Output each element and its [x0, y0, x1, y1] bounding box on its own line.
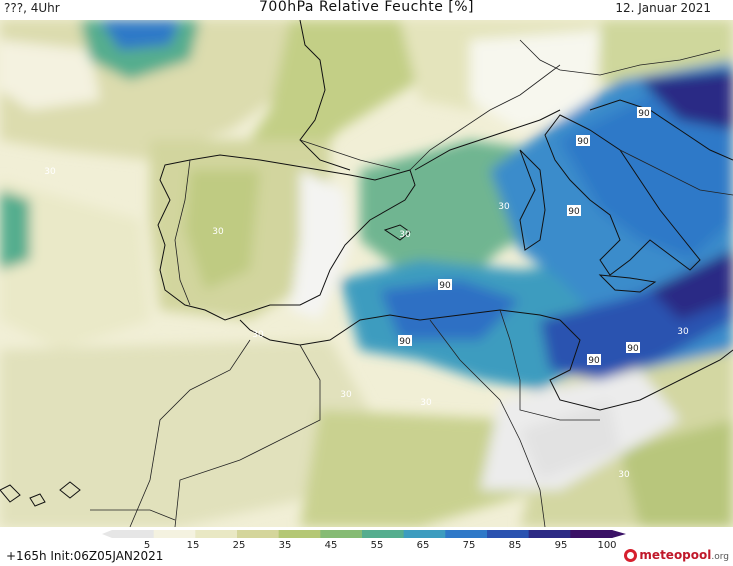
date-label: 12. Januar 2021 — [615, 1, 711, 15]
svg-text:30: 30 — [677, 327, 689, 337]
colorbar-tick-label: 65 — [417, 540, 430, 549]
contour-label-90: 90 — [587, 354, 601, 366]
svg-text:90: 90 — [568, 207, 580, 217]
svg-text:30: 30 — [252, 330, 264, 340]
contour-label-30: 30 — [677, 327, 689, 337]
colorbar-tick-label: 5 — [144, 540, 150, 549]
svg-text:30: 30 — [399, 230, 411, 240]
colorbar-segment — [528, 530, 571, 538]
valid-time-label: ???, 4Uhr — [4, 1, 60, 15]
svg-text:30: 30 — [340, 390, 352, 400]
colorbar: 5 15 25 35 45 55 65 75 85 95 100 — [102, 530, 626, 549]
logo-text: meteopool.org — [639, 548, 729, 562]
contour-label-30: 30 — [44, 167, 56, 177]
contour-label-90: 90 — [637, 107, 651, 119]
svg-text:30: 30 — [498, 202, 510, 212]
svg-text:30: 30 — [618, 470, 630, 480]
colorbar-tick-label: 15 — [187, 540, 200, 549]
colorbar-segment — [112, 530, 155, 538]
svg-text:90: 90 — [638, 109, 650, 119]
colorbar-tick-label: 25 — [233, 540, 246, 549]
contour-label-90: 90 — [576, 135, 590, 147]
humidity-map: 30 30 30 30 30 30 30 30 90 90 — [0, 20, 733, 527]
colorbar-segment — [570, 530, 613, 538]
svg-text:30: 30 — [44, 167, 56, 177]
map-title: 700hPa Relative Feuchte [%] — [259, 0, 474, 15]
colorbar-tick-label: 75 — [463, 540, 476, 549]
colorbar-segment — [237, 530, 280, 538]
colorbar-segment — [445, 530, 488, 538]
contour-label-90: 90 — [398, 335, 412, 347]
meteopool-logo: meteopool.org — [624, 547, 729, 563]
colorbar-segment — [195, 530, 238, 538]
coastlines — [0, 20, 733, 507]
colorbar-segment — [487, 530, 530, 538]
colorbar-left-arrow — [102, 530, 112, 538]
contour-label-30: 30 — [618, 470, 630, 480]
contour-label-90: 90 — [626, 342, 640, 354]
contour-label-30: 30 — [498, 202, 510, 212]
svg-text:30: 30 — [212, 227, 224, 237]
footer-bar: 5 15 25 35 45 55 65 75 85 95 100 +165h Init:06Z05J… — [0, 527, 733, 566]
colorbar-tick-label: 85 — [509, 540, 522, 549]
colorbar-tick-label: 95 — [555, 540, 568, 549]
colorbar-tick-label: 55 — [371, 540, 384, 549]
logo-icon — [624, 548, 638, 562]
colorbar-segment — [153, 530, 196, 538]
svg-text:90: 90 — [439, 281, 451, 291]
contour-label-30: 30 — [399, 230, 411, 240]
colorbar-segment — [403, 530, 446, 538]
land-borders — [90, 39, 733, 527]
contour-label-30: 30 — [252, 330, 264, 340]
svg-text:90: 90 — [399, 337, 411, 347]
colorbar-right-arrow — [612, 530, 626, 538]
colorbar-segment — [362, 530, 405, 538]
colorbar-tick-label: 100 — [597, 540, 616, 549]
contour-label-30: 30 — [420, 398, 432, 408]
contour-label-90: 90 — [438, 279, 452, 291]
svg-text:90: 90 — [588, 356, 600, 366]
contour-labels: 30 30 30 30 30 30 30 30 90 90 — [44, 107, 689, 480]
svg-text:30: 30 — [420, 398, 432, 408]
svg-text:90: 90 — [577, 137, 589, 147]
colorbar-segment — [320, 530, 363, 538]
contour-label-30: 30 — [340, 390, 352, 400]
colorbar-segment — [278, 530, 321, 538]
contour-label-30: 30 — [212, 227, 224, 237]
contour-label-90: 90 — [567, 205, 581, 217]
humidity-fields — [0, 20, 733, 527]
run-info-label: +165h Init:06Z05JAN2021 — [6, 549, 164, 563]
colorbar-tick-label: 35 — [279, 540, 292, 549]
header-bar: ???, 4Uhr 700hPa Relative Feuchte [%] 12… — [0, 0, 733, 20]
svg-text:90: 90 — [627, 344, 639, 354]
colorbar-tick-label: 45 — [325, 540, 338, 549]
